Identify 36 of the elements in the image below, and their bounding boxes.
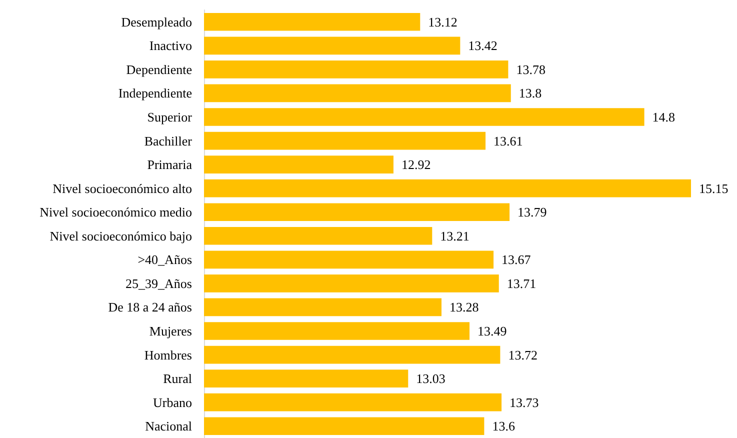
y-tick-label: 25_39_Años xyxy=(126,276,192,291)
y-tick-label: Bachiller xyxy=(144,133,193,148)
data-label: 13.49 xyxy=(478,324,507,338)
y-tick-label: Desempleado xyxy=(121,14,192,30)
y-tick-label: Mujeres xyxy=(149,324,192,338)
data-label: 12.92 xyxy=(401,157,431,172)
y-tick-label: Independiente xyxy=(118,86,192,101)
y-tick-label: >40_Años xyxy=(138,252,192,268)
data-label: 13.6 xyxy=(492,418,516,434)
y-tick-label: Nivel socioeconómico alto xyxy=(52,180,192,196)
y-tick-label: Hombres xyxy=(144,347,192,362)
y-tick-label: Superior xyxy=(147,110,193,124)
y-tick-label: Nivel socioeconómico medio xyxy=(40,204,192,220)
data-label: 13.71 xyxy=(506,276,536,291)
data-label: 13.8 xyxy=(518,86,542,101)
y-tick-label: Dependiente xyxy=(126,62,192,77)
y-tick-label: Nacional xyxy=(145,418,192,434)
y-tick-label: Urbano xyxy=(153,394,192,410)
data-label: 13.12 xyxy=(428,14,458,30)
data-label: 13.21 xyxy=(440,228,470,244)
y-tick-label: Inactivo xyxy=(149,38,192,54)
data-label: 13.61 xyxy=(494,133,523,148)
data-label: 13.72 xyxy=(508,347,538,362)
y-tick-label: De 18 a 24 años xyxy=(108,300,192,315)
data-label: 14.8 xyxy=(652,110,676,124)
data-label: 13.78 xyxy=(516,62,546,77)
data-label: 13.73 xyxy=(510,394,539,410)
data-label: 13.42 xyxy=(468,38,498,54)
data-label: 13.79 xyxy=(518,204,547,220)
data-label: 13.03 xyxy=(416,371,446,386)
y-tick-label: Nivel socioeconómico bajo xyxy=(50,228,192,244)
data-label: 15.15 xyxy=(699,180,728,196)
data-label: 13.28 xyxy=(449,300,479,315)
y-tick-label: Primaria xyxy=(147,157,192,172)
data-label: 13.67 xyxy=(502,252,532,268)
y-tick-label: Rural xyxy=(163,371,192,386)
